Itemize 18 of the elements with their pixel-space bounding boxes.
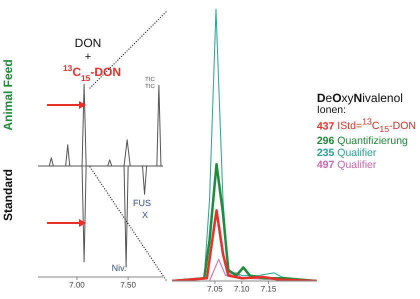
- text: +: [84, 51, 92, 63]
- annotation: X: [142, 210, 148, 220]
- x-tick-label: 7.05: [207, 284, 224, 294]
- annotation: FUS: [133, 198, 151, 208]
- text: Animal Feed: [1, 59, 15, 131]
- x-tick-label: 7.00: [69, 280, 86, 290]
- text: 296 Quantifizierung: [316, 135, 408, 148]
- text: DON: [74, 36, 102, 50]
- text: DeOxyNivalenol Ionen:: [316, 90, 403, 116]
- x-tick-label: 7.15: [260, 284, 277, 294]
- text: Standard: [1, 168, 15, 222]
- annotation: Niv.: [112, 263, 126, 273]
- text: $^{13}$C$_{15}$-DON: [63, 63, 121, 83]
- x-tick-label: 7.10: [234, 284, 250, 294]
- text: 235 Qualifier: [316, 147, 376, 160]
- x-tick-label: 7.50: [120, 280, 136, 290]
- text: 437 IStd=$^{13}$C$_{15}$-DON: [316, 116, 416, 134]
- text: 497 Qualifier: [316, 159, 376, 172]
